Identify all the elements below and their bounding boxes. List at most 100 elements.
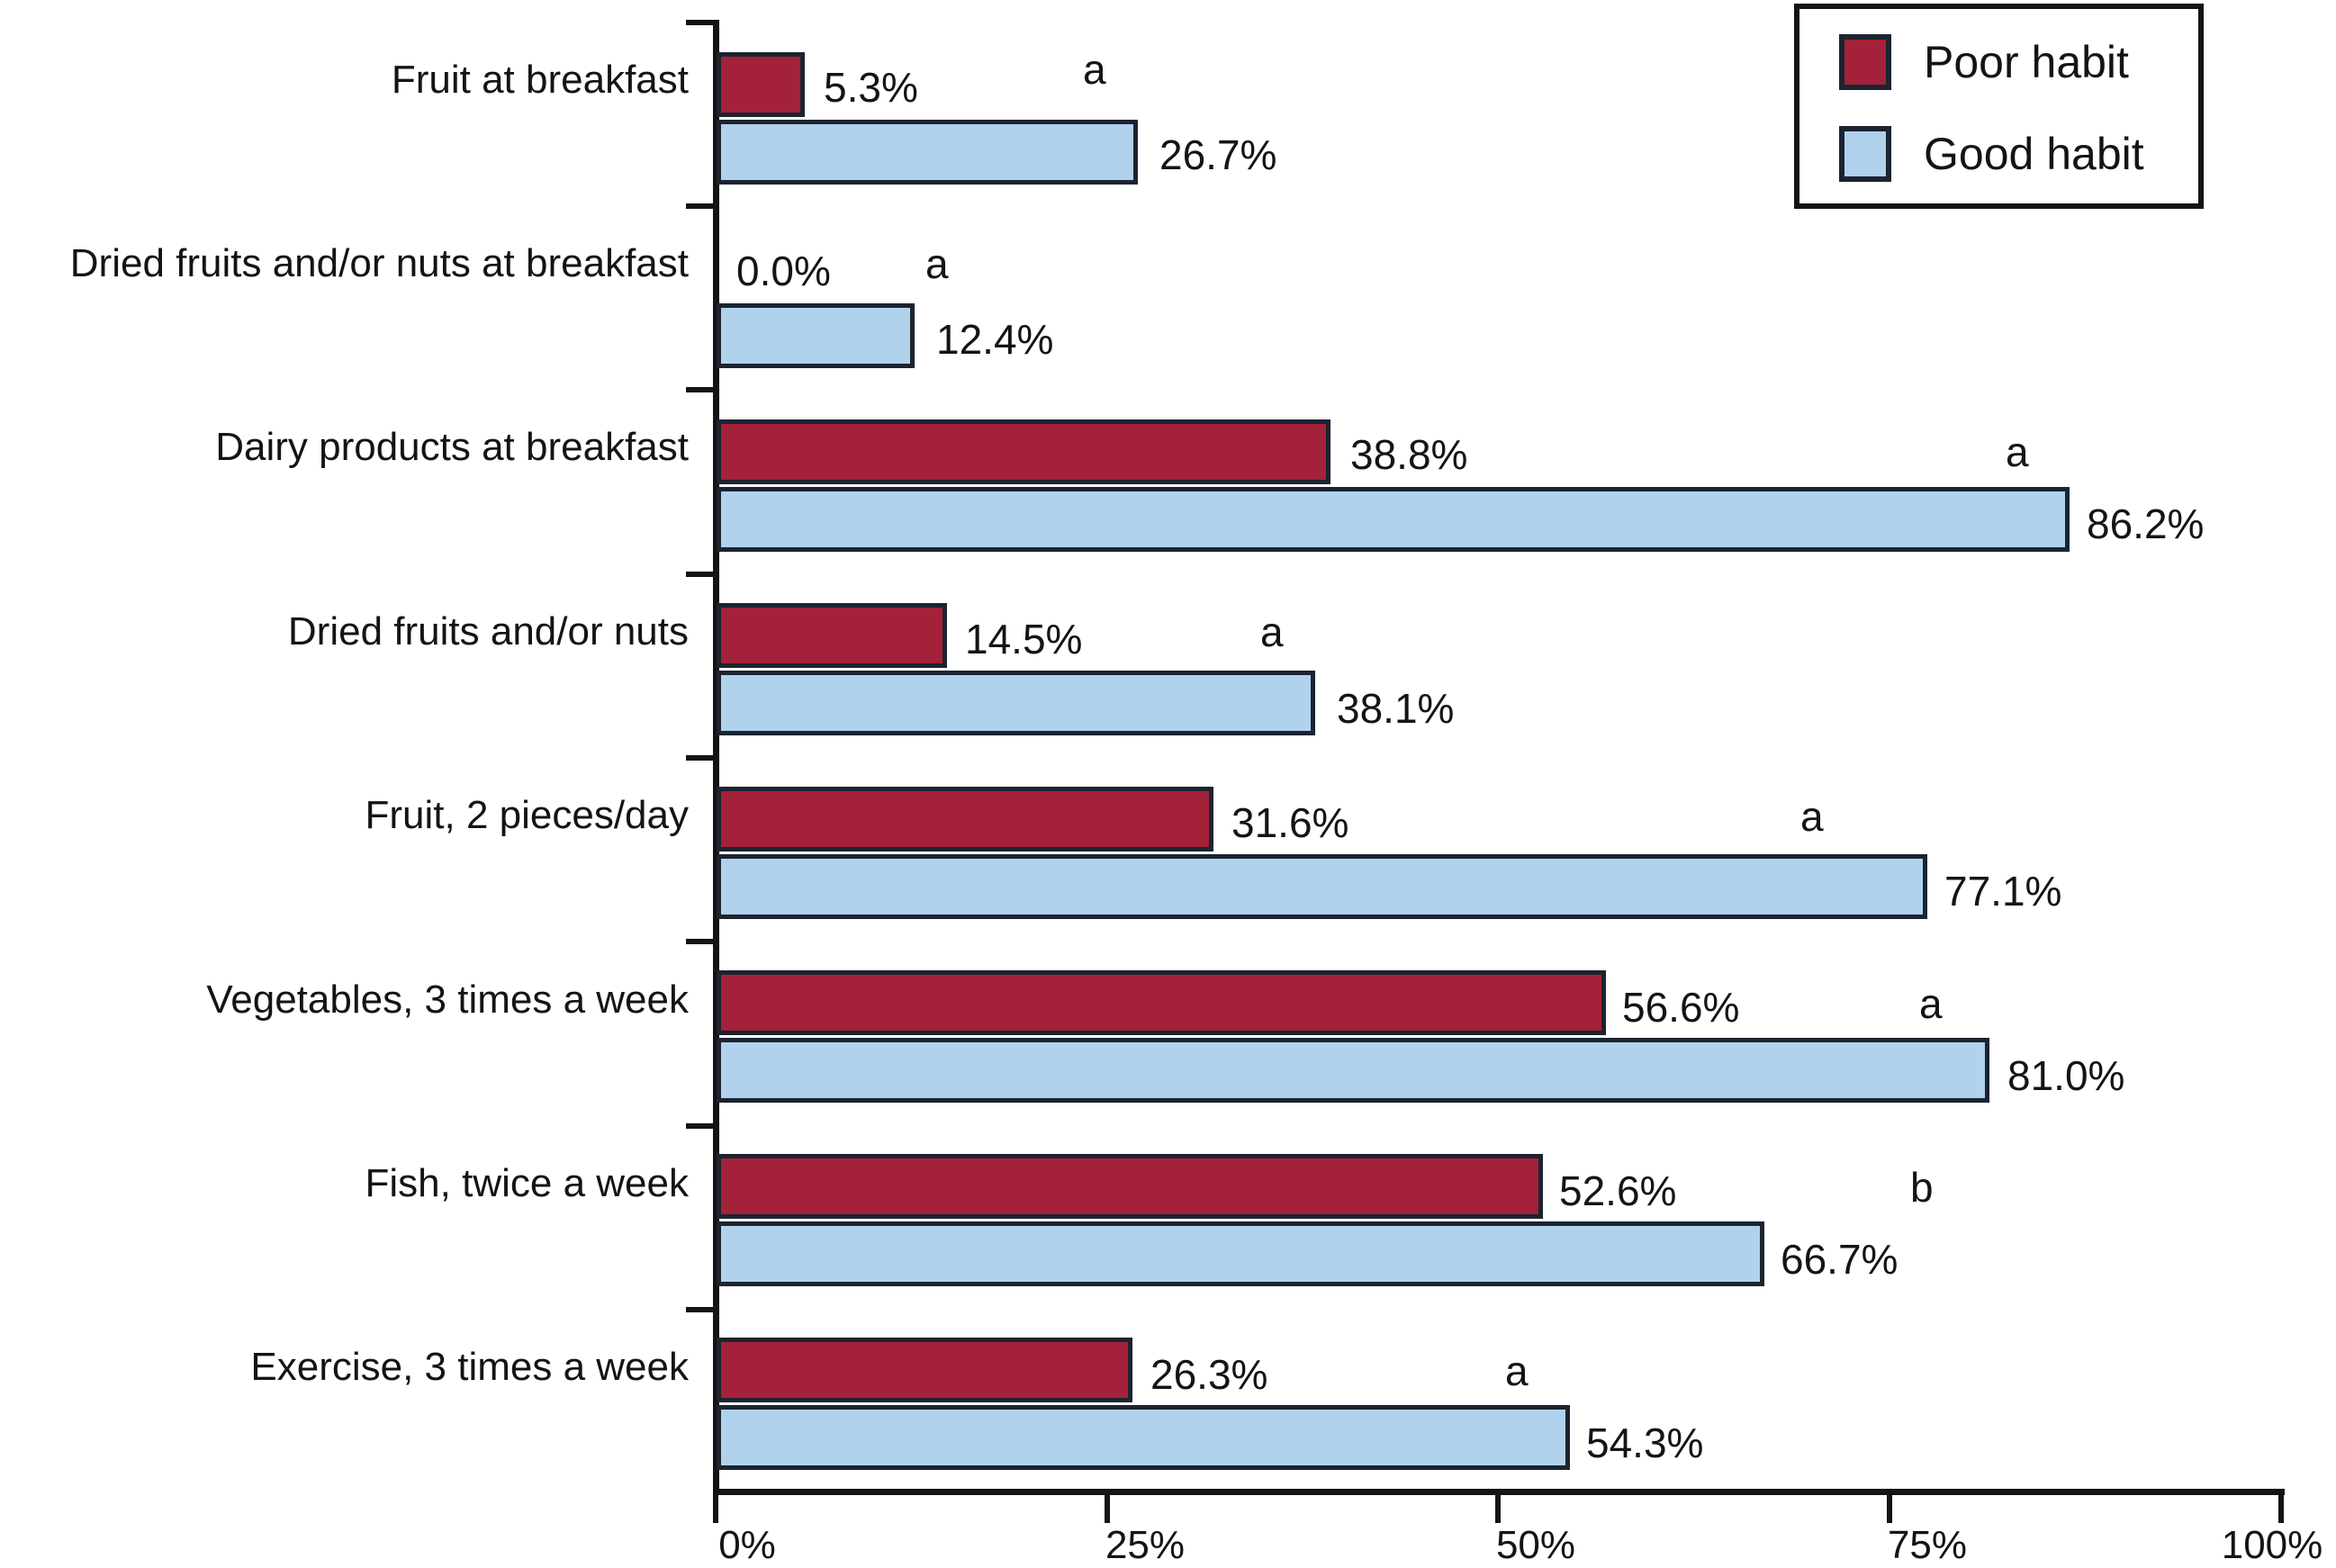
category-label-text: Fish, twice a week: [365, 1161, 689, 1205]
bar-value-text: 66.7%: [1781, 1236, 1899, 1283]
bar-value-text: 81.0%: [2007, 1052, 2125, 1099]
bar-value-poor: 38.8%: [1350, 430, 1467, 479]
x-axis-tick: [2278, 1494, 2284, 1523]
bar-value-good: 77.1%: [1944, 867, 2061, 915]
bar-good: [717, 120, 1138, 185]
x-axis-tick-label-text: 100%: [2221, 1523, 2323, 1567]
category-label: Vegetables, 3 times a week: [0, 978, 689, 1023]
significance-marker: a: [1800, 792, 1824, 841]
significance-marker-text: a: [1083, 46, 1106, 93]
bar-value-text: 12.4%: [936, 316, 1054, 363]
significance-marker-text: a: [2006, 428, 2029, 475]
bar-value-text: 31.6%: [1231, 799, 1349, 846]
y-axis-tick: [686, 572, 717, 577]
significance-marker: a: [1083, 45, 1106, 94]
bar-good: [717, 487, 2070, 552]
x-axis-tick-label-text: 0%: [718, 1523, 776, 1567]
x-axis-tick-label: 0%: [718, 1523, 776, 1568]
x-axis-tick: [713, 1494, 718, 1523]
bar-value-text: 77.1%: [1944, 868, 2062, 915]
category-label: Fruit, 2 pieces/day: [0, 793, 690, 838]
significance-marker: a: [925, 239, 949, 288]
bar-value-text: 56.6%: [1622, 984, 1740, 1031]
x-axis-tick: [1105, 1494, 1110, 1523]
legend-item-poor-habit: Poor habit: [1839, 34, 2129, 90]
significance-marker-text: a: [1260, 608, 1284, 655]
legend-item-good-habit: Good habit: [1839, 126, 2144, 182]
legend-label: Poor habit: [1924, 37, 2129, 87]
bar-value-good: 38.1%: [1337, 684, 1454, 733]
x-axis-tick-label-text: 75%: [1887, 1523, 1968, 1567]
bar-value-good: 86.2%: [2087, 500, 2204, 548]
legend-swatch-icon: [1839, 34, 1891, 90]
significance-marker-text: a: [925, 240, 949, 287]
category-label: Dried fruits and/or nuts at breakfast: [0, 241, 689, 286]
bar-value-text: 38.8%: [1350, 431, 1468, 478]
y-axis-tick: [686, 1307, 717, 1312]
bar-good: [717, 1221, 1764, 1286]
bar-value-good: 66.7%: [1781, 1235, 1898, 1284]
category-label-text: Fruit at breakfast: [391, 58, 689, 102]
legend-label: Good habit: [1924, 129, 2144, 179]
bar-good: [717, 1405, 1570, 1470]
x-axis-tick-label-text: 50%: [1495, 1523, 1576, 1567]
bar-value-poor: 56.6%: [1622, 983, 1739, 1032]
category-label-text: Dairy products at breakfast: [215, 425, 689, 469]
x-axis-tick-label-text: 25%: [1105, 1523, 1186, 1567]
category-label-text: Vegetables, 3 times a week: [206, 978, 689, 1022]
bar-poor: [717, 52, 805, 117]
bar-value-text: 5.3%: [824, 64, 918, 111]
significance-marker-text: a: [1505, 1347, 1529, 1394]
x-axis-tick-label: 50%: [1496, 1523, 1575, 1568]
bar-value-text: 26.3%: [1150, 1351, 1268, 1398]
category-label: Dairy products at breakfast: [0, 425, 689, 470]
bar-value-good: 12.4%: [936, 315, 1053, 364]
category-label: Dried fruits and/or nuts: [0, 609, 689, 654]
bar-value-poor: 5.3%: [824, 63, 918, 112]
significance-marker: b: [1910, 1163, 1934, 1212]
category-label-text: Fruit, 2 pieces/day: [365, 793, 690, 837]
y-axis-tick: [686, 387, 717, 392]
category-label-text: Dried fruits and/or nuts: [287, 609, 689, 653]
x-axis-tick-label: 75%: [1888, 1523, 1967, 1568]
bar-poor: [717, 1154, 1543, 1219]
category-label-text: Exercise, 3 times a week: [250, 1345, 689, 1389]
bar-value-poor: 26.3%: [1150, 1350, 1267, 1399]
bar-value-poor: 14.5%: [965, 615, 1082, 663]
y-axis-tick: [686, 755, 717, 761]
bar-value-text: 86.2%: [2087, 500, 2205, 547]
bar-value-poor: 52.6%: [1559, 1167, 1676, 1215]
category-label-text: Dried fruits and/or nuts at breakfast: [69, 241, 689, 285]
bar-value-poor: 0.0%: [736, 247, 831, 295]
significance-marker: a: [1505, 1347, 1529, 1395]
bar-poor: [717, 419, 1330, 484]
bar-value-text: 26.7%: [1159, 131, 1277, 178]
category-label: Fruit at breakfast: [0, 58, 689, 103]
bar-good: [717, 854, 1927, 919]
x-axis-tick: [1887, 1494, 1892, 1523]
significance-marker-text: b: [1910, 1164, 1934, 1211]
significance-marker: a: [1260, 608, 1284, 656]
significance-marker: a: [1919, 979, 1943, 1028]
bar-value-text: 14.5%: [965, 616, 1083, 662]
category-label: Fish, twice a week: [0, 1161, 689, 1206]
bar-poor: [717, 603, 947, 668]
category-label: Exercise, 3 times a week: [0, 1345, 689, 1390]
legend: Poor habit Good habit: [1794, 4, 2204, 209]
bar-value-good: 26.7%: [1159, 131, 1276, 179]
bar-value-good: 54.3%: [1586, 1419, 1703, 1467]
y-axis-tick: [686, 939, 717, 944]
x-axis-tick-label: 25%: [1105, 1523, 1185, 1568]
bar-good: [717, 1038, 1989, 1103]
bar-value-text: 54.3%: [1586, 1419, 1704, 1466]
bar-value-text: 38.1%: [1337, 685, 1455, 732]
bar-poor: [717, 787, 1213, 852]
bar-value-poor: 31.6%: [1231, 798, 1348, 847]
x-axis-line: [713, 1489, 2285, 1495]
bar-poor: [717, 1338, 1132, 1402]
bar-poor: [717, 970, 1606, 1035]
bar-value-good: 81.0%: [2007, 1051, 2124, 1100]
bar-value-text: 52.6%: [1559, 1167, 1677, 1214]
y-axis-tick: [686, 1123, 717, 1129]
